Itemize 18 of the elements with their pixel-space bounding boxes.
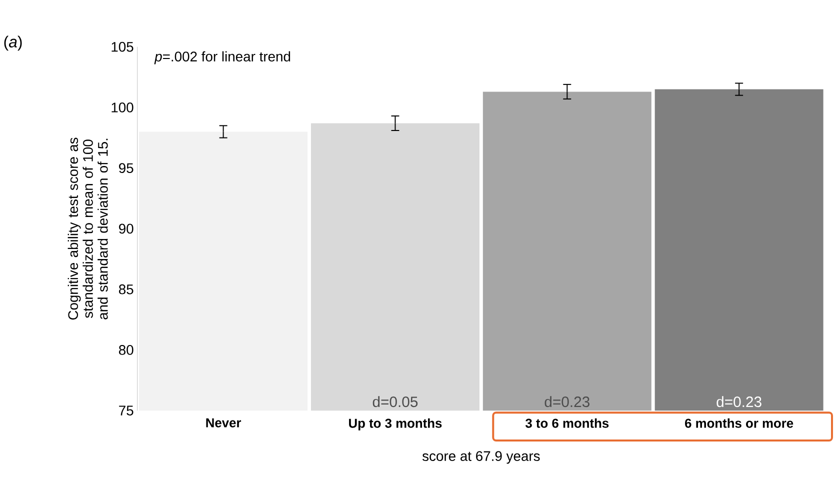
x-tick-label: Up to 3 months — [349, 418, 442, 430]
y-tick-label: 100 — [112, 102, 134, 112]
y-tick-label: 75 — [119, 406, 134, 416]
annotation: p=.002 for linear trend — [154, 51, 290, 64]
y-tick-label: 95 — [119, 162, 134, 173]
x-axis-title: score at 67.9 years — [422, 450, 540, 464]
y-tick-label: 90 — [119, 224, 134, 234]
x-tick-label: 3 to 6 months — [525, 418, 609, 428]
annotation: d=0.23 — [544, 396, 590, 407]
annotation: d=0.23 — [716, 396, 762, 407]
x-tick-label: 6 months or more — [685, 418, 794, 428]
y-tick-label: 105 — [112, 42, 134, 52]
y-tick-label: 80 — [118, 344, 134, 355]
y-tick-label: 85 — [118, 284, 134, 294]
chart-title: (a) — [4, 36, 22, 50]
annotation: d=0.05 — [372, 396, 418, 407]
y-axis-title: Cognitive ability test score as standardized to mean of 100 and standard deviation of 15. — [68, 138, 108, 320]
x-tick-label: Never — [206, 418, 242, 428]
